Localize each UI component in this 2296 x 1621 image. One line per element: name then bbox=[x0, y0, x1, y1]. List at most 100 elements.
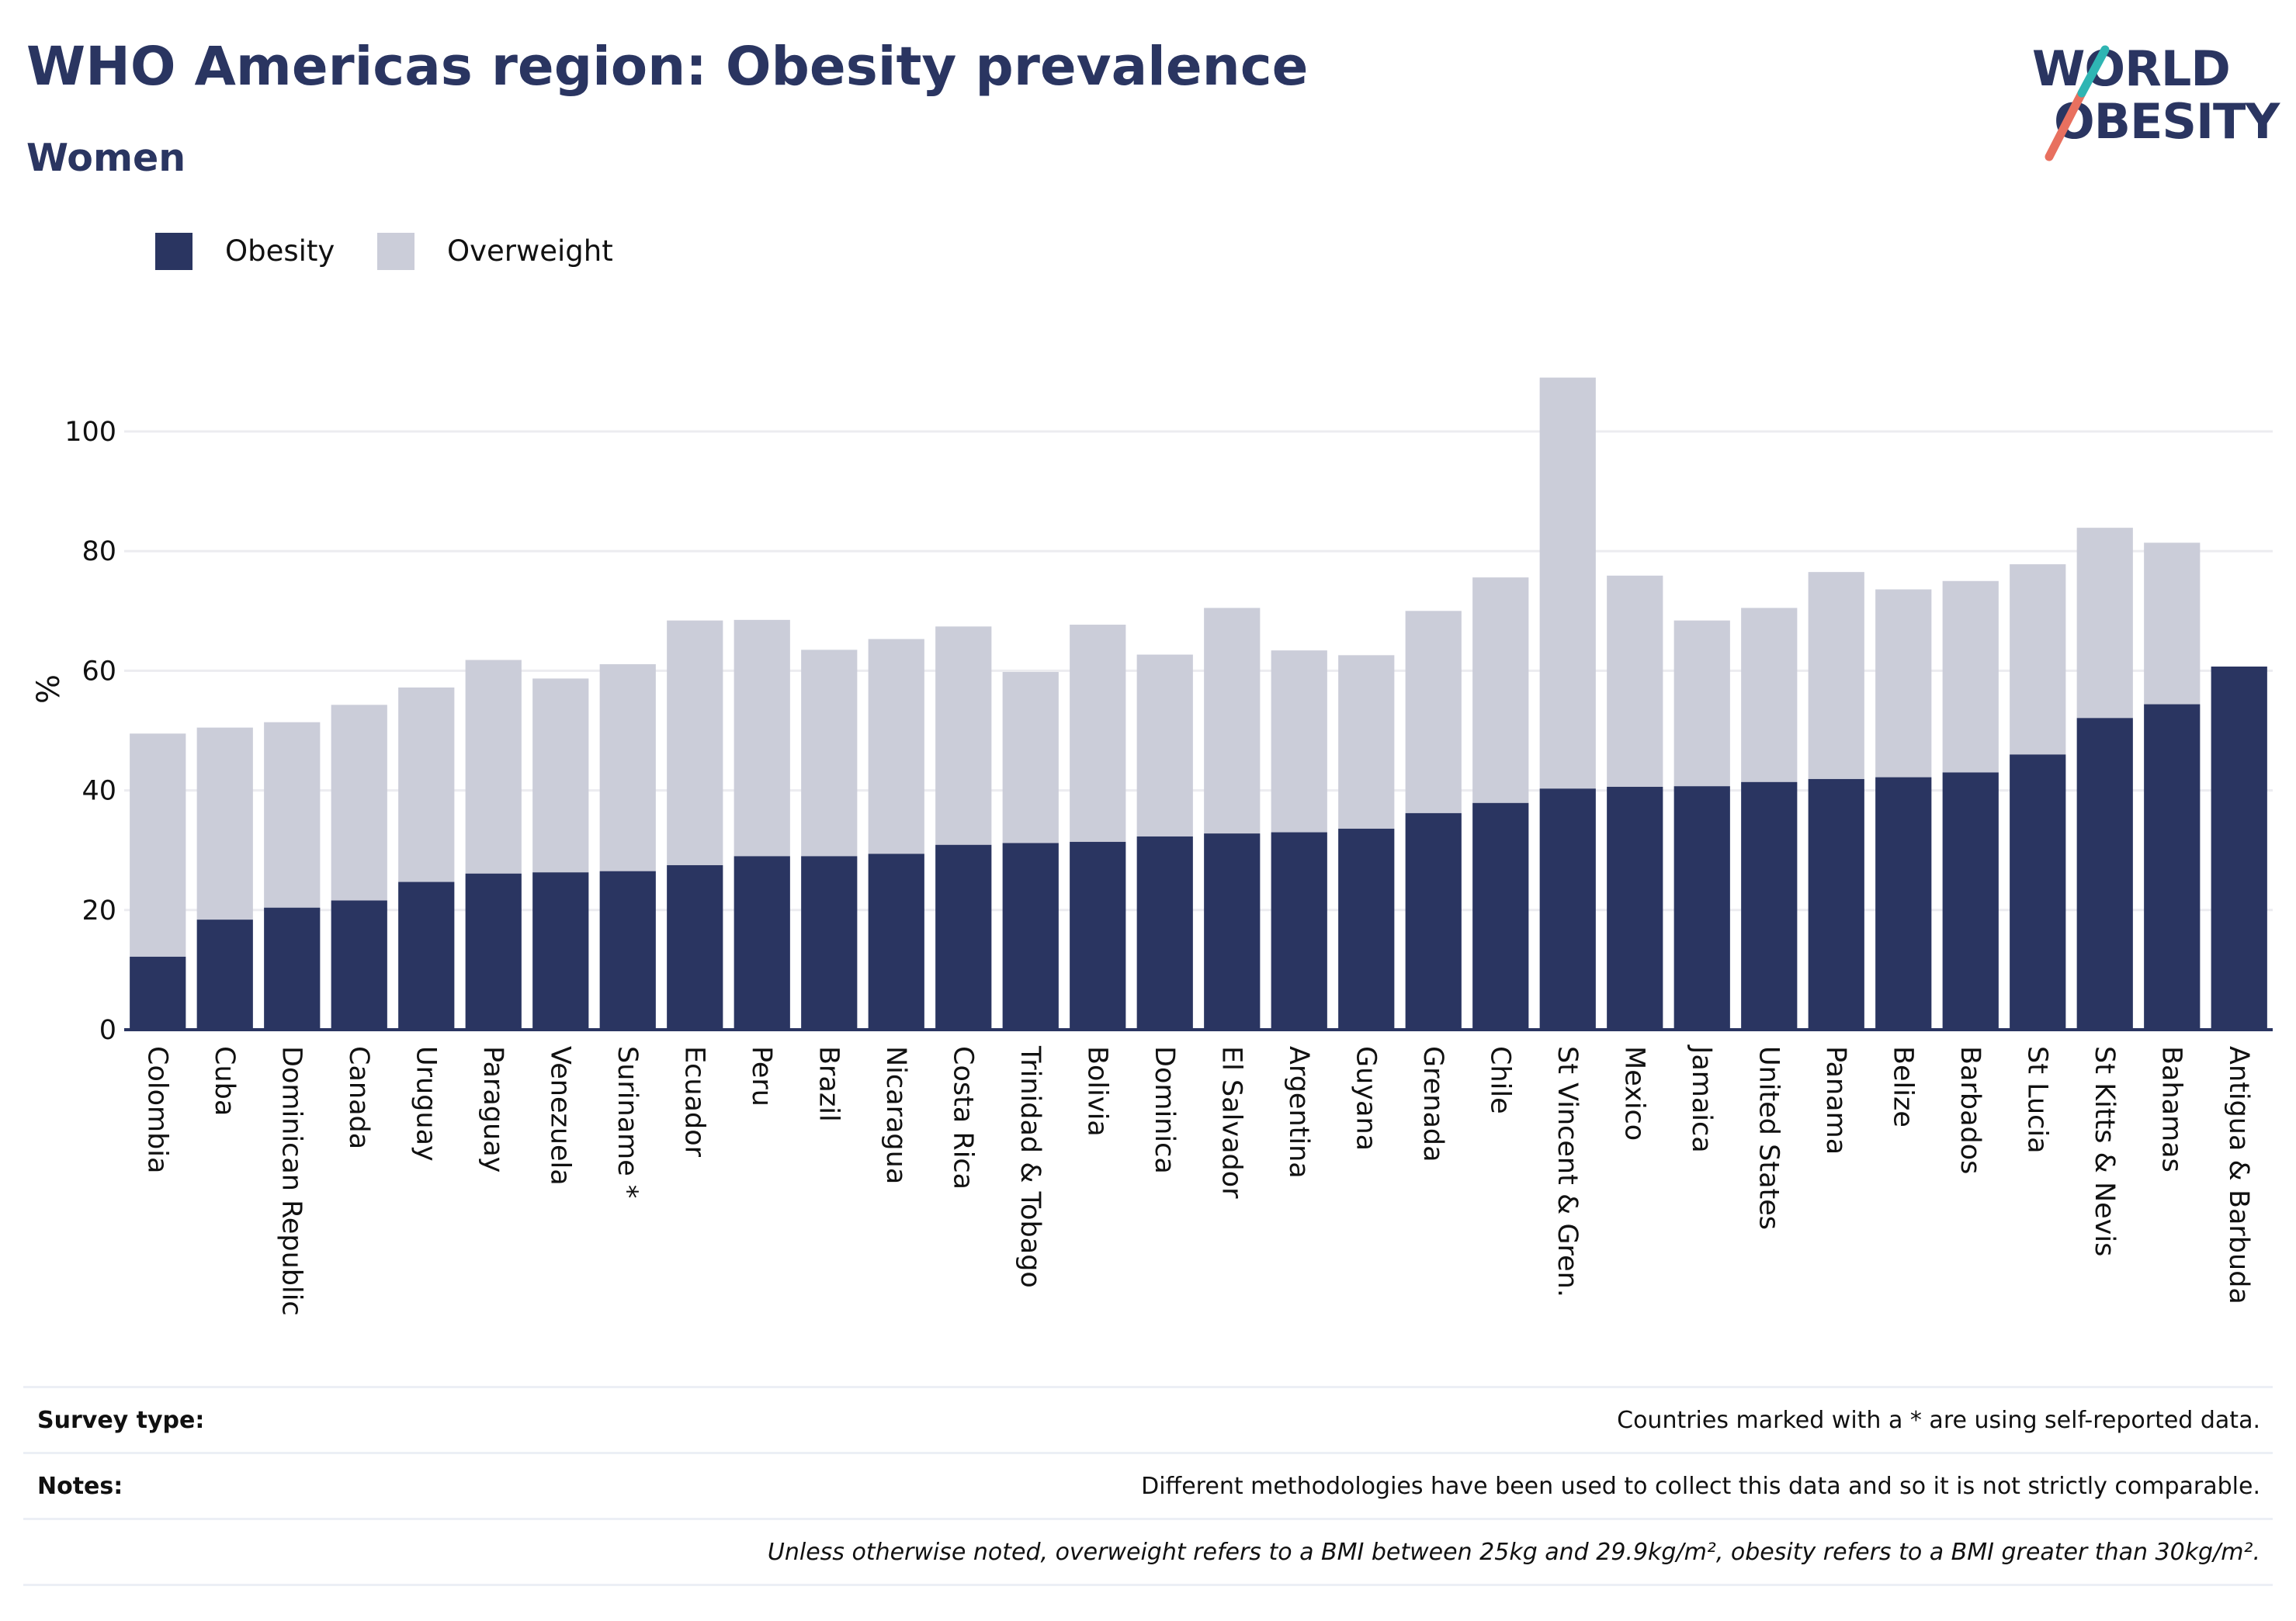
logo-line-2: OBESITY bbox=[2054, 93, 2280, 150]
chart-footer: Survey type: Countries marked with a * a… bbox=[23, 1386, 2273, 1586]
x-tick-label-bahamas: Bahamas bbox=[2156, 1046, 2187, 1172]
legend-label-overweight: Overweight bbox=[447, 234, 613, 268]
bar-overweight-barbados bbox=[1942, 580, 1999, 773]
legend-swatch-overweight bbox=[377, 233, 414, 270]
bar-obesity-colombia bbox=[130, 956, 186, 1030]
bar-obesity-st-lucia bbox=[2010, 754, 2066, 1030]
bar-obesity-suriname bbox=[599, 871, 656, 1030]
x-tick-label-peru: Peru bbox=[746, 1046, 777, 1107]
bar-obesity-el-salvador bbox=[1204, 833, 1261, 1030]
bar-obesity-chile bbox=[1472, 802, 1529, 1030]
bar-obesity-trinidad-tobago bbox=[1002, 843, 1059, 1030]
bar-overweight-canada bbox=[331, 705, 387, 901]
bar-obesity-bahamas bbox=[2144, 704, 2201, 1030]
bar-obesity-united-states bbox=[1741, 781, 1798, 1030]
footer-key-survey-type: Survey type: bbox=[37, 1407, 205, 1434]
bar-obesity-canada bbox=[331, 900, 387, 1030]
bar-obesity-nicaragua bbox=[868, 854, 924, 1030]
bar-obesity-uruguay bbox=[398, 882, 455, 1030]
x-tick-label-dominica: Dominica bbox=[1149, 1046, 1180, 1174]
bar-overweight-panama bbox=[1808, 572, 1864, 779]
x-tick-label-st-vincent-gren: St Vincent & Gren. bbox=[1552, 1046, 1583, 1297]
legend-label-obesity: Obesity bbox=[225, 234, 335, 268]
bar-obesity-barbados bbox=[1942, 772, 1999, 1030]
x-tick-label-ecuador: Ecuador bbox=[678, 1046, 709, 1158]
bar-overweight-peru bbox=[734, 619, 790, 857]
bar-overweight-dominican-republic bbox=[264, 722, 321, 908]
footer-value-notes: Different methodologies have been used t… bbox=[1141, 1473, 2260, 1500]
bar-obesity-bolivia bbox=[1070, 841, 1126, 1030]
x-tick-label-mexico: Mexico bbox=[1618, 1046, 1649, 1141]
bar-overweight-suriname bbox=[599, 663, 656, 871]
x-tick-label-nicaragua: Nicaragua bbox=[880, 1046, 911, 1184]
x-tick-label-antigua-barbuda: Antigua & Barbuda bbox=[2223, 1046, 2254, 1304]
bar-overweight-st-lucia bbox=[2010, 564, 2066, 755]
bar-overweight-chile bbox=[1472, 577, 1529, 803]
y-tick-label-60: 60 bbox=[82, 656, 116, 687]
logo-slash-icon bbox=[2045, 45, 2110, 161]
x-tick-label-belize: Belize bbox=[1887, 1046, 1918, 1127]
footer-row-notes: Notes: Different methodologies have been… bbox=[23, 1452, 2273, 1518]
bar-overweight-argentina bbox=[1271, 650, 1327, 833]
bar-overweight-paraguay bbox=[465, 660, 522, 874]
x-tick-label-chile: Chile bbox=[1484, 1046, 1515, 1114]
x-tick-label-st-lucia: St Lucia bbox=[2021, 1046, 2052, 1154]
bar-overweight-jamaica bbox=[1673, 620, 1730, 787]
bar-overweight-colombia bbox=[130, 733, 186, 957]
bar-overweight-ecuador bbox=[667, 620, 723, 865]
bar-overweight-mexico bbox=[1607, 575, 1663, 787]
x-tick-label-united-states: United States bbox=[1753, 1046, 1784, 1230]
bar-obesity-belize bbox=[1875, 777, 1932, 1030]
bar-overweight-bolivia bbox=[1070, 625, 1126, 842]
bar-obesity-antigua-barbuda bbox=[2211, 667, 2267, 1030]
x-tick-label-st-kitts-nevis: St Kitts & Nevis bbox=[2089, 1046, 2120, 1256]
bar-overweight-brazil bbox=[801, 649, 858, 857]
bar-obesity-paraguay bbox=[465, 873, 522, 1030]
y-tick-label-100: 100 bbox=[64, 417, 116, 448]
bar-obesity-grenada bbox=[1405, 812, 1462, 1030]
y-axis-title: % bbox=[31, 674, 67, 704]
x-tick-label-venezuela: Venezuela bbox=[544, 1046, 575, 1186]
x-tick-label-dominican-republic: Dominican Republic bbox=[276, 1046, 307, 1316]
y-tick-label-40: 40 bbox=[82, 776, 116, 807]
x-tick-label-trinidad-tobago: Trinidad & Tobago bbox=[1014, 1045, 1046, 1288]
x-tick-label-brazil: Brazil bbox=[813, 1046, 844, 1122]
x-tick-label-barbados: Barbados bbox=[1954, 1046, 1986, 1174]
bar-overweight-st-kitts-nevis bbox=[2076, 528, 2133, 719]
x-tick-label-bolivia: Bolivia bbox=[1081, 1046, 1112, 1137]
bar-obesity-peru bbox=[734, 856, 790, 1030]
bar-obesity-argentina bbox=[1271, 832, 1327, 1030]
y-tick-label-0: 0 bbox=[99, 1015, 116, 1046]
bar-overweight-dominica bbox=[1136, 654, 1193, 836]
bar-overweight-st-vincent-gren bbox=[1539, 377, 1596, 789]
x-tick-label-argentina: Argentina bbox=[1283, 1046, 1314, 1179]
logo-line-1: WORLD bbox=[2032, 40, 2231, 97]
bar-obesity-jamaica bbox=[1673, 786, 1730, 1030]
legend-swatch-obesity bbox=[155, 233, 192, 270]
footer-row-survey-type: Survey type: Countries marked with a * a… bbox=[23, 1386, 2273, 1452]
world-obesity-logo: WORLD OBESITY bbox=[2018, 23, 2282, 167]
footer-value-bmi-definition: Unless otherwise noted, overweight refer… bbox=[767, 1539, 2260, 1566]
x-tick-label-guyana: Guyana bbox=[1350, 1046, 1381, 1151]
bar-obesity-mexico bbox=[1607, 786, 1663, 1030]
x-tick-label-jamaica: Jamaica bbox=[1686, 1044, 1717, 1153]
bar-obesity-st-vincent-gren bbox=[1539, 788, 1596, 1030]
bar-overweight-guyana bbox=[1338, 655, 1395, 829]
bar-obesity-cuba bbox=[196, 920, 253, 1030]
x-tick-label-el-salvador: El Salvador bbox=[1216, 1046, 1247, 1199]
bar-overweight-bahamas bbox=[2144, 542, 2201, 705]
chart-subtitle: Women bbox=[26, 136, 186, 180]
x-tick-label-costa-rica: Costa Rica bbox=[947, 1046, 978, 1190]
bar-obesity-guyana bbox=[1338, 828, 1395, 1030]
stacked-bar-chart: 0 20 40 60 80 100% Colombia Cuba Dominican Repub… bbox=[31, 377, 2273, 1316]
bar-obesity-st-kitts-nevis bbox=[2076, 718, 2133, 1030]
bar-overweight-trinidad-tobago bbox=[1002, 671, 1059, 843]
x-tick-label-canada: Canada bbox=[343, 1046, 374, 1149]
bar-obesity-brazil bbox=[801, 856, 858, 1030]
chart-title: WHO Americas region: Obesity prevalence bbox=[26, 36, 1309, 98]
bar-obesity-dominica bbox=[1136, 836, 1193, 1030]
y-tick-label-80: 80 bbox=[82, 536, 116, 567]
x-tick-label-uruguay: Uruguay bbox=[410, 1046, 441, 1162]
x-tick-label-grenada: Grenada bbox=[1417, 1046, 1448, 1162]
x-tick-label-colombia: Colombia bbox=[141, 1046, 172, 1173]
